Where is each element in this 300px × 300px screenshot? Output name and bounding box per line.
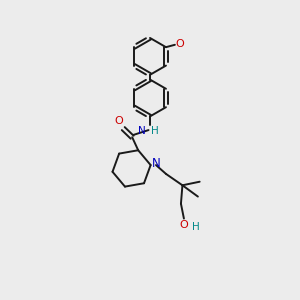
Text: O: O [115, 116, 124, 126]
Text: O: O [176, 39, 184, 49]
Text: H: H [192, 222, 200, 232]
Text: H: H [152, 126, 159, 136]
Text: O: O [179, 220, 188, 230]
Text: N: N [152, 158, 160, 170]
Text: N: N [138, 126, 146, 136]
